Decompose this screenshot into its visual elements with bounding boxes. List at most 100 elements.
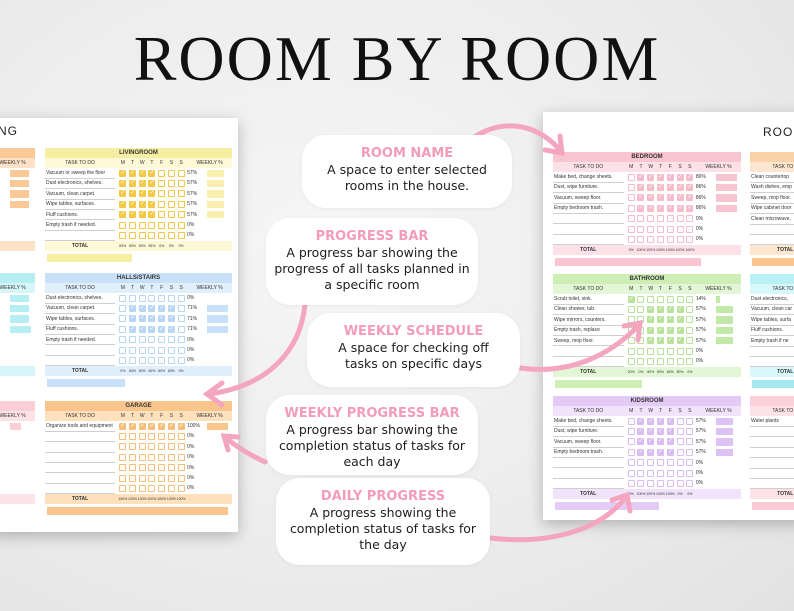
checkbox[interactable] — [138, 485, 146, 493]
checkbox[interactable] — [686, 215, 694, 223]
checkbox[interactable] — [177, 305, 185, 313]
task-name[interactable]: Make bed, change sheets. — [554, 418, 613, 424]
checkbox[interactable] — [676, 480, 684, 488]
checkbox[interactable] — [637, 469, 645, 477]
checkbox[interactable] — [148, 232, 156, 240]
checkbox[interactable] — [129, 294, 137, 302]
checkbox-checked[interactable]: ✓ — [637, 173, 645, 181]
checkbox[interactable] — [138, 294, 146, 302]
checkbox-checked[interactable]: ✓ — [148, 169, 156, 177]
checkbox[interactable] — [148, 336, 156, 344]
checkbox-checked[interactable]: ✓ — [666, 173, 674, 181]
checkbox-checked[interactable]: ✓ — [637, 428, 645, 436]
task-name[interactable]: Wipe tables, surfaces. — [46, 315, 96, 322]
checkbox-checked[interactable]: ✓ — [148, 190, 156, 198]
checkbox[interactable] — [627, 173, 635, 181]
checkbox[interactable] — [676, 236, 684, 244]
checkbox[interactable] — [177, 357, 185, 365]
checkbox[interactable] — [676, 358, 684, 366]
checkbox-checked[interactable]: ✓ — [129, 305, 137, 313]
checkbox-checked[interactable]: ✓ — [666, 448, 674, 456]
checkbox-checked[interactable]: ✓ — [676, 173, 684, 181]
checkbox[interactable] — [158, 346, 166, 354]
checkbox[interactable] — [177, 169, 185, 177]
checkbox[interactable] — [647, 480, 655, 488]
task-name[interactable] — [46, 463, 116, 473]
checkbox[interactable] — [167, 357, 175, 365]
checkbox-checked[interactable]: ✓ — [676, 194, 684, 202]
checkbox[interactable] — [627, 184, 635, 192]
checkbox[interactable] — [686, 337, 694, 345]
checkbox-checked[interactable]: ✓ — [676, 204, 684, 212]
checkbox[interactable] — [148, 221, 156, 229]
checkbox[interactable] — [119, 315, 127, 323]
checkbox[interactable] — [637, 295, 645, 303]
checkbox[interactable] — [666, 459, 674, 467]
checkbox[interactable] — [158, 169, 166, 177]
checkbox[interactable] — [676, 347, 684, 355]
checkbox[interactable] — [637, 215, 645, 223]
task-name[interactable] — [46, 431, 116, 441]
checkbox-checked[interactable]: ✓ — [138, 325, 146, 333]
checkbox-checked[interactable]: ✓ — [167, 305, 175, 313]
checkbox[interactable] — [637, 337, 645, 345]
task-name[interactable] — [46, 230, 116, 240]
checkbox[interactable] — [686, 225, 694, 233]
checkbox[interactable] — [158, 180, 166, 188]
task-name[interactable]: Clean countertop — [751, 174, 790, 180]
checkbox[interactable] — [627, 358, 635, 366]
checkbox-checked[interactable]: ✓ — [148, 422, 156, 430]
checkbox[interactable] — [627, 326, 635, 334]
checkbox-checked[interactable]: ✓ — [676, 326, 684, 334]
checkbox[interactable] — [167, 200, 175, 208]
checkbox-checked[interactable]: ✓ — [637, 448, 645, 456]
checkbox-checked[interactable]: ✓ — [666, 326, 674, 334]
checkbox[interactable] — [657, 347, 665, 355]
checkbox[interactable] — [167, 443, 175, 451]
checkbox[interactable] — [129, 357, 137, 365]
checkbox[interactable] — [129, 346, 137, 354]
task-name[interactable] — [46, 355, 116, 365]
checkbox-checked[interactable]: ✓ — [676, 316, 684, 324]
task-name[interactable]: Empty trash if ne — [751, 337, 789, 344]
checkbox[interactable] — [627, 236, 635, 244]
checkbox-checked[interactable]: ✓ — [657, 448, 665, 456]
checkbox[interactable] — [119, 443, 127, 451]
checkbox[interactable] — [627, 459, 635, 467]
checkbox-checked[interactable]: ✓ — [129, 200, 137, 208]
checkbox[interactable] — [686, 326, 694, 334]
checkbox[interactable] — [627, 438, 635, 446]
checkbox[interactable] — [686, 480, 694, 488]
checkbox-checked[interactable]: ✓ — [637, 184, 645, 192]
checkbox[interactable] — [686, 417, 694, 425]
checkbox[interactable] — [627, 428, 635, 436]
checkbox-checked[interactable]: ✓ — [129, 315, 137, 323]
task-name[interactable]: Vacuum, sweep floor. — [554, 438, 602, 445]
checkbox-checked[interactable]: ✓ — [657, 438, 665, 446]
task-name[interactable] — [554, 214, 625, 224]
checkbox[interactable] — [676, 225, 684, 233]
task-name[interactable]: Empty bedroom trash. — [554, 205, 604, 212]
checkbox-checked[interactable]: ✓ — [138, 305, 146, 313]
checkbox[interactable] — [676, 438, 684, 446]
checkbox[interactable] — [158, 453, 166, 461]
checkbox-checked[interactable]: ✓ — [666, 417, 674, 425]
checkbox[interactable] — [666, 295, 674, 303]
checkbox-checked[interactable]: ✓ — [686, 184, 694, 192]
checkbox[interactable] — [167, 336, 175, 344]
checkbox[interactable] — [657, 295, 665, 303]
checkbox[interactable] — [138, 221, 146, 229]
checkbox-checked[interactable]: ✓ — [657, 417, 665, 425]
checkbox-checked[interactable]: ✓ — [686, 204, 694, 212]
checkbox[interactable] — [177, 200, 185, 208]
checkbox[interactable] — [686, 347, 694, 355]
checkbox-checked[interactable]: ✓ — [676, 306, 684, 314]
checkbox[interactable] — [647, 459, 655, 467]
checkbox[interactable] — [119, 221, 127, 229]
checkbox-checked[interactable]: ✓ — [148, 315, 156, 323]
checkbox[interactable] — [657, 459, 665, 467]
task-name[interactable]: Empty trash, replace — [554, 327, 600, 334]
checkbox[interactable] — [138, 433, 146, 441]
checkbox[interactable] — [148, 357, 156, 365]
checkbox[interactable] — [177, 433, 185, 441]
